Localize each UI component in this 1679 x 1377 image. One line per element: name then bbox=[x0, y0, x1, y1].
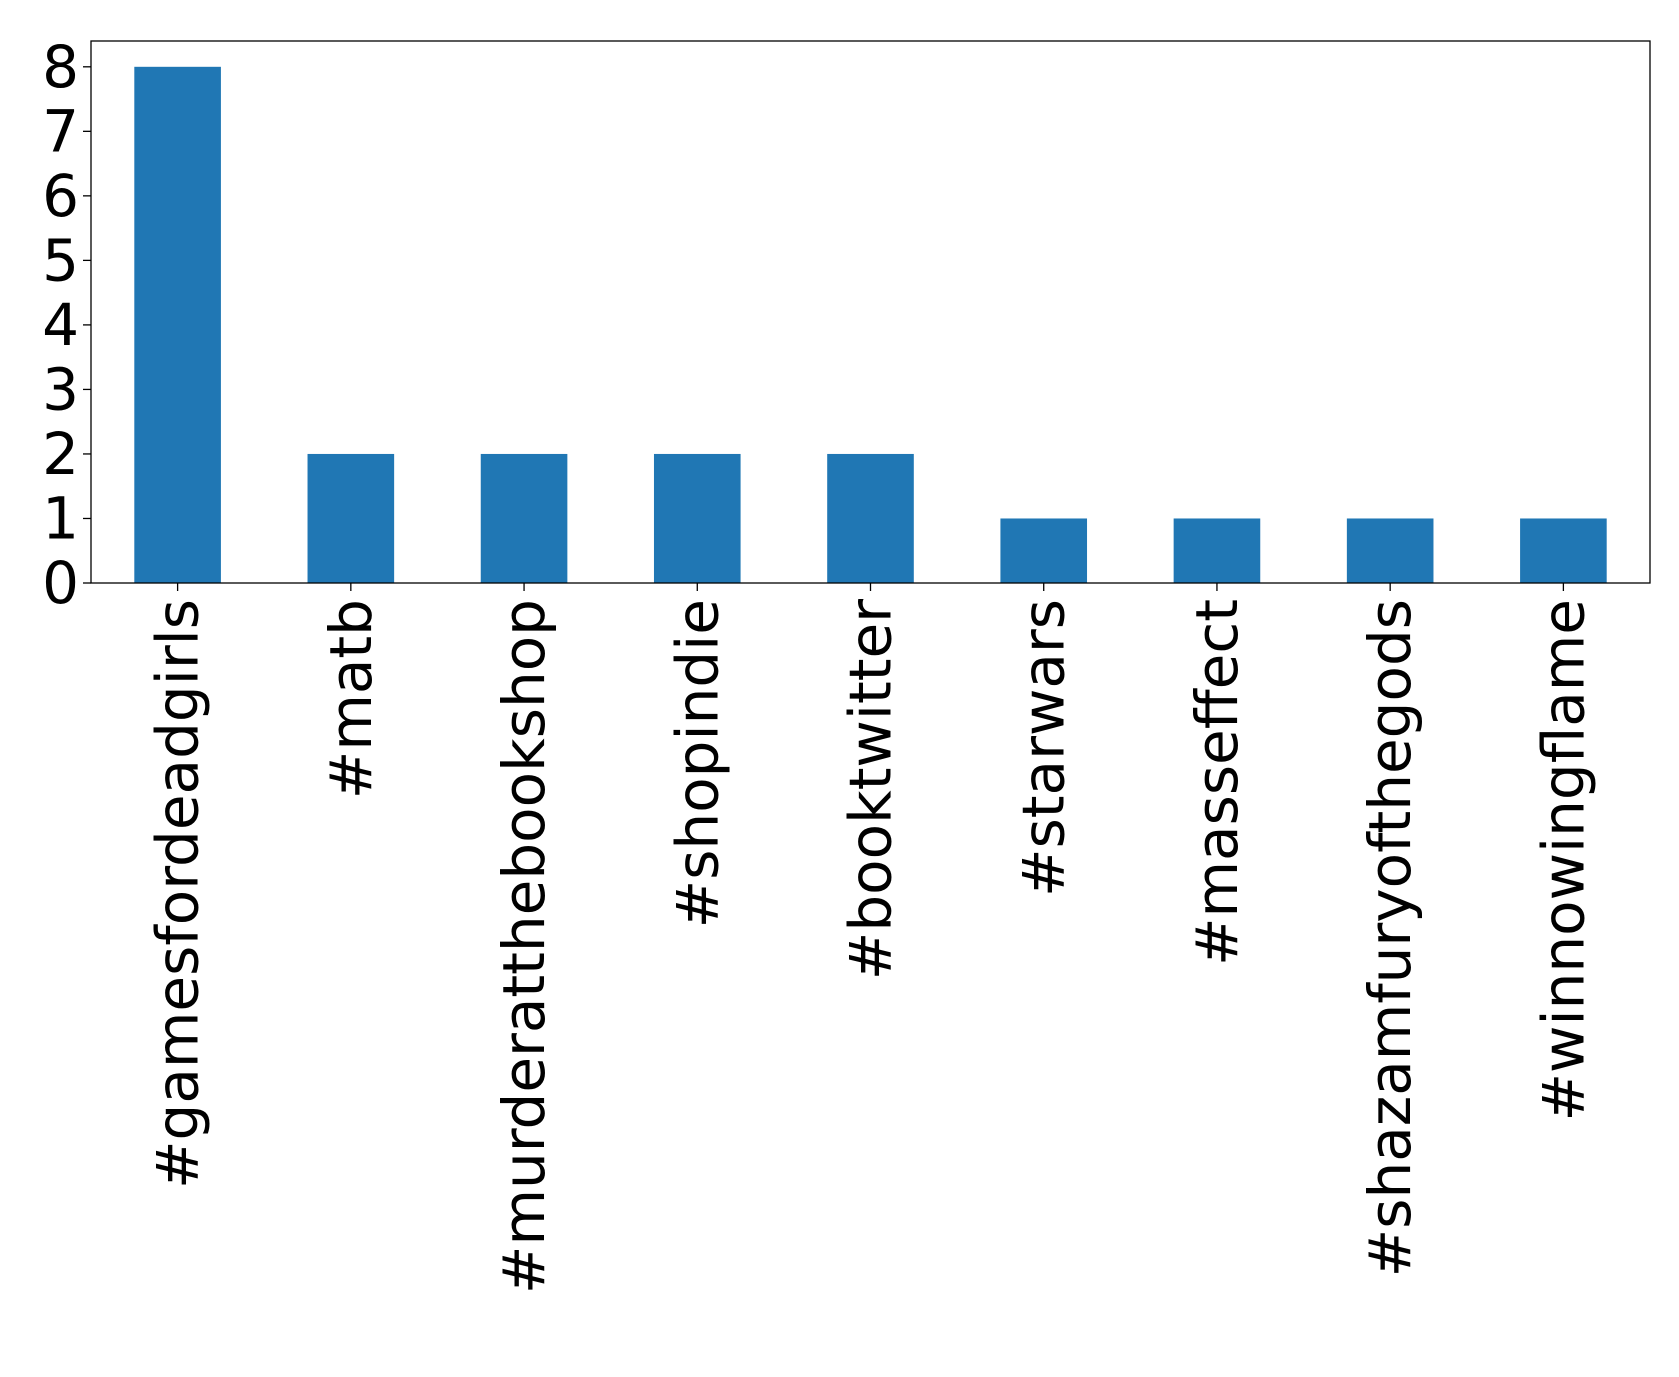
y-tick-label: 0 bbox=[42, 549, 79, 617]
y-tick-label: 3 bbox=[42, 355, 79, 423]
bar-masseffect bbox=[1173, 518, 1261, 583]
bar-booktwitter bbox=[827, 453, 914, 583]
x-tick-label: #murderatthebookshop bbox=[490, 599, 558, 1294]
x-tick-label: #shazamfuryofthegods bbox=[1356, 599, 1424, 1277]
x-tick-label: #masseffect bbox=[1183, 599, 1251, 966]
bar-murderatthebookshop bbox=[480, 453, 568, 583]
x-tick-label: #booktwitter bbox=[837, 599, 905, 980]
y-tick-label: 2 bbox=[42, 420, 79, 488]
bar-shazamfuryofthegods bbox=[1346, 518, 1434, 583]
y-tick-label: 7 bbox=[42, 97, 79, 165]
y-tick-label: 6 bbox=[42, 162, 79, 230]
x-tick-label: #matb bbox=[317, 599, 385, 799]
x-tick-label: #starwars bbox=[1010, 599, 1078, 897]
x-axis: #gamesfordeadgirls #matb #murderatthebooks… bbox=[144, 583, 1597, 1294]
bar-winnowingflame bbox=[1520, 518, 1607, 583]
x-tick-label: #gamesfordeadgirls bbox=[144, 599, 212, 1189]
bar-matb bbox=[307, 453, 395, 583]
y-tick-label: 5 bbox=[42, 226, 79, 294]
bars-layer bbox=[134, 66, 1607, 584]
y-tick-label: 1 bbox=[42, 484, 79, 552]
bar-shopindie bbox=[653, 453, 741, 583]
x-tick-label: #shopindie bbox=[663, 599, 731, 928]
y-tick-label: 8 bbox=[42, 33, 79, 101]
bar-starwars bbox=[1000, 518, 1088, 583]
x-tick-label: #winnowingflame bbox=[1529, 599, 1597, 1122]
y-tick-label: 4 bbox=[42, 291, 79, 359]
bar-gamesfordeadgirls bbox=[134, 66, 221, 584]
